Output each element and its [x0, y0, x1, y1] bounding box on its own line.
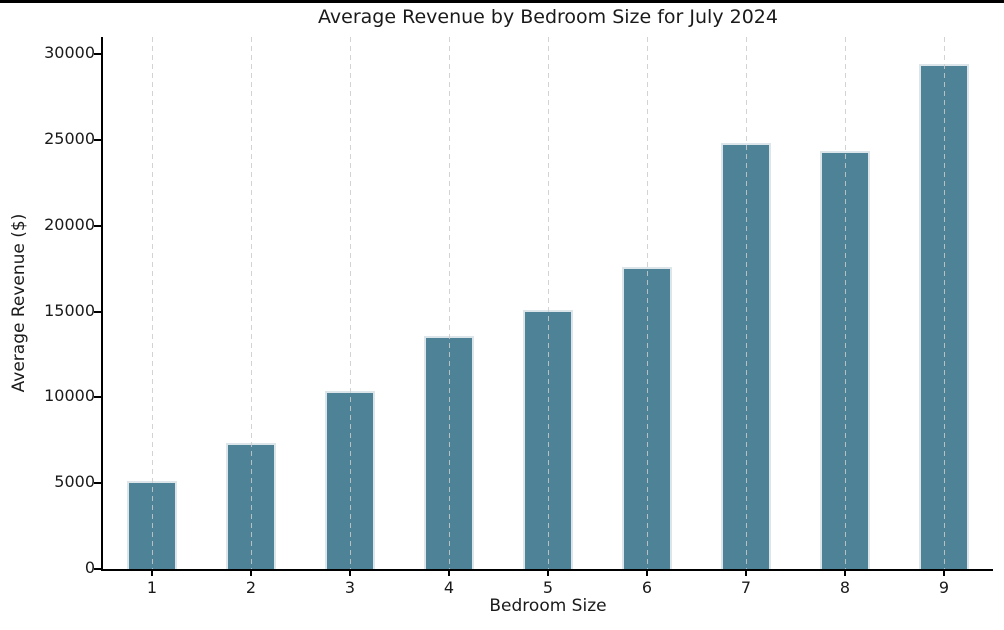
y-tick-mark — [94, 482, 101, 485]
x-tick-mark — [943, 569, 945, 576]
vertical-gridline — [943, 37, 945, 569]
x-axis-label: Bedroom Size — [489, 596, 607, 616]
vertical-gridline — [349, 37, 351, 569]
x-tick-label: 6 — [641, 578, 653, 597]
vertical-gridline — [448, 37, 450, 569]
y-tick-label: 0 — [84, 558, 95, 577]
y-tick-mark — [94, 396, 101, 399]
x-tick-mark — [349, 569, 351, 576]
x-tick-mark — [547, 569, 549, 576]
x-tick-mark — [250, 569, 252, 576]
y-tick-label: 15000 — [44, 300, 95, 320]
window-top-edge — [0, 0, 1004, 3]
y-tick-mark — [94, 138, 101, 141]
y-tick-label: 20000 — [44, 214, 95, 234]
y-tick-mark — [94, 224, 101, 227]
x-tick-label: 9 — [938, 578, 950, 597]
vertical-gridline — [646, 37, 648, 569]
x-tick-label: 2 — [245, 578, 257, 597]
y-tick-label: 25000 — [44, 128, 95, 148]
x-tick-label: 3 — [344, 578, 356, 597]
x-tick-mark — [151, 569, 153, 576]
y-axis-spine — [101, 37, 103, 571]
y-tick-label: 30000 — [44, 43, 95, 63]
chart-title: Average Revenue by Bedroom Size for July… — [318, 6, 778, 28]
x-tick-label: 5 — [542, 578, 554, 597]
y-tick-mark — [94, 53, 101, 56]
y-tick-label: 10000 — [44, 386, 95, 406]
y-tick-mark — [94, 310, 101, 313]
x-tick-mark — [745, 569, 747, 576]
x-tick-mark — [448, 569, 450, 576]
x-tick-label: 1 — [146, 578, 158, 597]
y-tick-label: 5000 — [54, 472, 95, 492]
vertical-gridline — [151, 37, 153, 569]
x-tick-mark — [844, 569, 846, 576]
x-tick-mark — [646, 569, 648, 576]
x-tick-label: 8 — [839, 578, 851, 597]
x-tick-label: 7 — [740, 578, 752, 597]
y-tick-mark — [94, 568, 101, 570]
plot-area — [94, 37, 993, 576]
vertical-gridline — [547, 37, 549, 569]
vertical-gridline — [844, 37, 846, 569]
vertical-gridline — [250, 37, 252, 569]
x-tick-label: 4 — [443, 578, 455, 597]
vertical-gridline — [745, 37, 747, 569]
